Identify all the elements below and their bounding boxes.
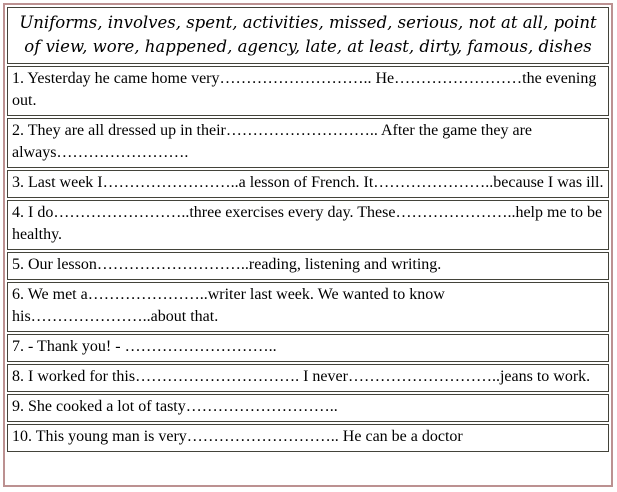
word-bank: Uniforms, involves, spent, activities, m… — [7, 7, 609, 64]
exercise-row-7: 7. - Thank you! - ……………………….. — [7, 334, 609, 362]
exercise-row-2: 2. They are all dressed up in their……………… — [7, 118, 609, 168]
exercise-row-6: 6. We met a…………………..writer last week. We… — [7, 282, 609, 332]
exercise-row-3: 3. Last week I……………………..a lesson of Fren… — [7, 170, 609, 198]
exercise-row-10: 10. This young man is very……………………….. He… — [7, 424, 609, 452]
exercise-row-1: 1. Yesterday he came home very……………………….… — [7, 66, 609, 116]
exercise-row-9: 9. She cooked a lot of tasty……………………….. — [7, 394, 609, 422]
exercise-row-4: 4. I do……………………..three exercises every d… — [7, 200, 609, 250]
worksheet-table: Uniforms, involves, spent, activities, m… — [3, 3, 613, 487]
exercise-row-8: 8. I worked for this…………………………. I never…… — [7, 364, 609, 392]
exercise-row-5: 5. Our lesson………………………..reading, listeni… — [7, 252, 609, 280]
